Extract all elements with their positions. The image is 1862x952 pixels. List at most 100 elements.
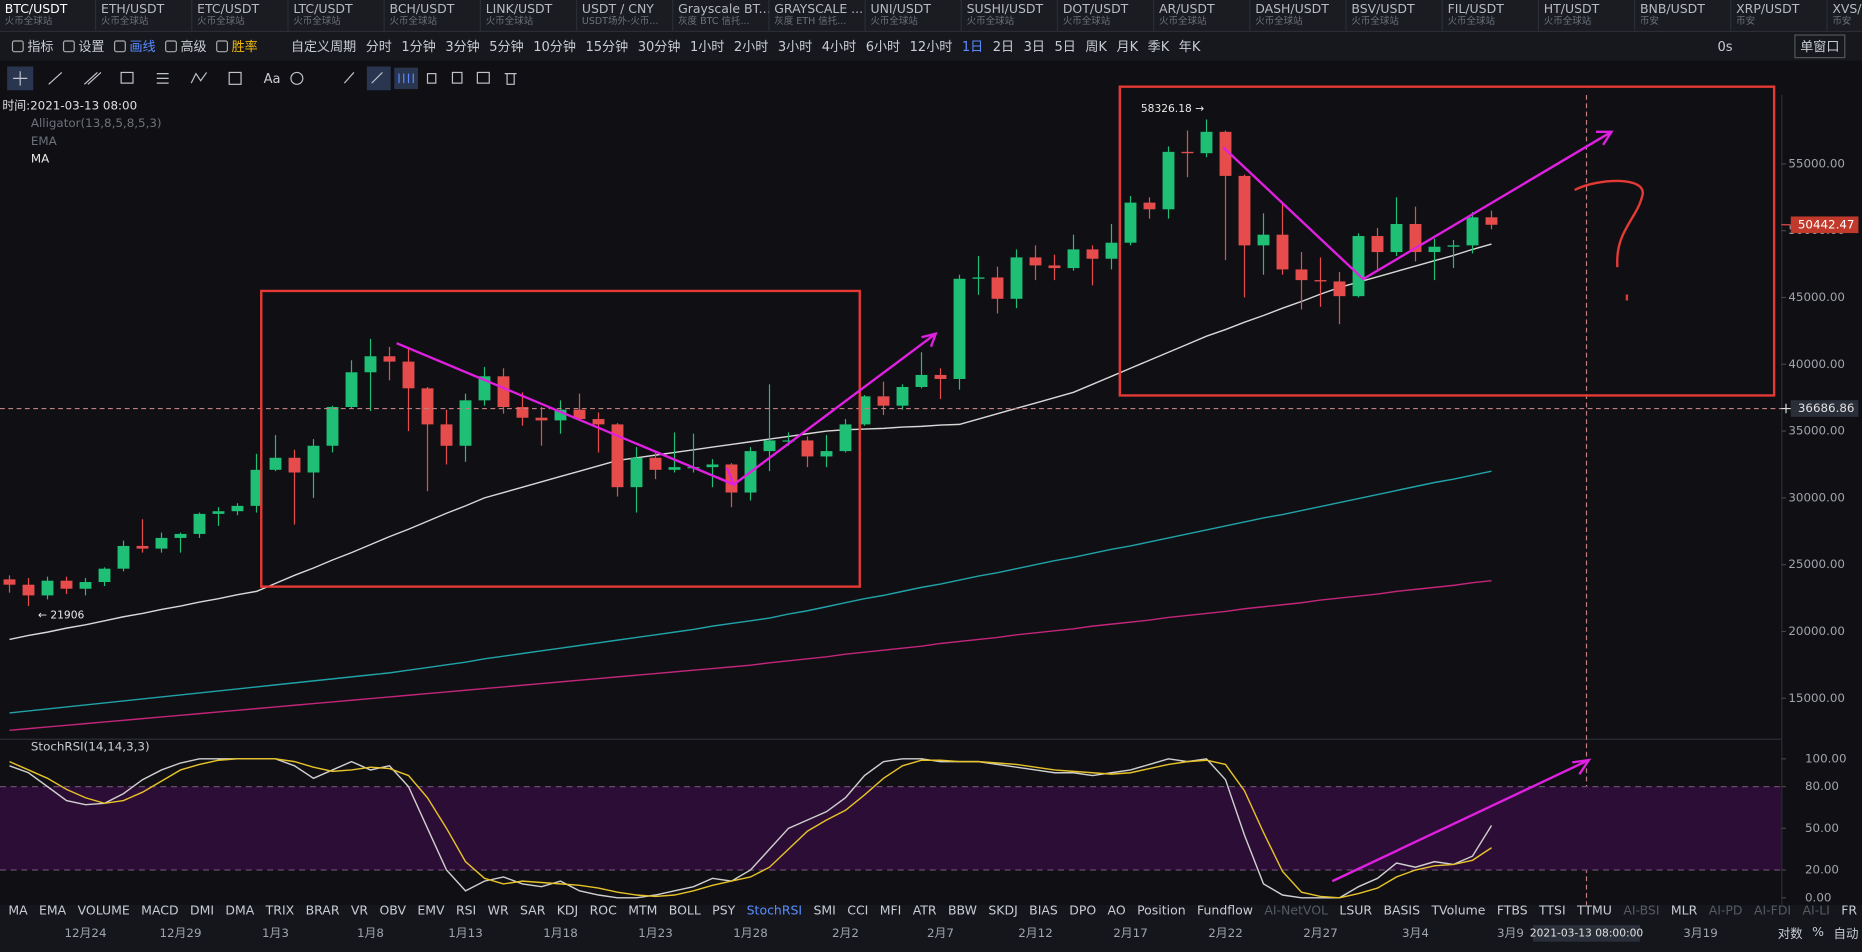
tool-cross[interactable] <box>13 71 28 86</box>
period-button[interactable]: 15分钟 <box>585 39 629 55</box>
indicator-button[interactable]: DMA <box>225 903 255 918</box>
tab[interactable]: ETC/USDT 火币全球站 <box>192 0 289 31</box>
tool-wave[interactable] <box>190 72 208 84</box>
tab[interactable]: HT/USDT 火币全球站 <box>1539 0 1636 31</box>
indicator-button[interactable]: TTMU <box>1577 903 1612 918</box>
indicator-button[interactable]: StochRSI <box>746 903 803 918</box>
tab[interactable]: ETH/USDT 火币全球站 <box>96 0 193 31</box>
indicator-button[interactable]: RSI <box>455 903 477 918</box>
period-button[interactable]: 1分钟 <box>401 39 436 55</box>
indicator-button[interactable]: VR <box>350 903 369 918</box>
indicator-button[interactable]: BOLL <box>668 903 701 918</box>
indicator-button[interactable]: SMI <box>813 903 836 918</box>
tool-grid[interactable] <box>398 73 414 84</box>
indicator-button[interactable]: AI-PD <box>1708 903 1743 918</box>
tab[interactable]: UNI/USDT 火币全球站 <box>866 0 962 31</box>
tab[interactable]: USDT / CNY USDT场外-火币... <box>577 0 674 31</box>
indicator-button[interactable]: BRAR <box>305 903 340 918</box>
indicator-button[interactable]: MFI <box>879 903 902 918</box>
indicator-button[interactable]: WR <box>487 903 509 918</box>
tab[interactable]: LTC/USDT 火币全球站 <box>289 0 385 31</box>
tool-lock[interactable] <box>426 73 437 84</box>
indicator-button[interactable]: TRIX <box>265 903 295 918</box>
indicator-button[interactable]: PSY <box>712 903 736 918</box>
period-button[interactable]: 30分钟 <box>637 39 681 55</box>
period-button[interactable]: 1小时 <box>689 39 725 55</box>
tab[interactable]: FIL/USDT 火币全球站 <box>1443 0 1539 31</box>
tool-pen[interactable] <box>371 72 383 84</box>
indicator-button[interactable]: LSUR <box>1339 903 1373 918</box>
axis-option[interactable]: % <box>1812 925 1824 940</box>
tool-fib[interactable] <box>156 73 169 84</box>
period-button[interactable]: 季K <box>1147 39 1170 55</box>
tool-on[interactable] <box>394 67 418 90</box>
tool-ruler[interactable] <box>343 72 355 84</box>
indicator-button[interactable]: AI-FDI <box>1753 903 1792 918</box>
toolbar-button[interactable]: 指标 <box>12 37 53 56</box>
tab[interactable]: DOT/USDT 火币全球站 <box>1058 0 1155 31</box>
indicator-button[interactable]: TVolume <box>1431 903 1486 918</box>
indicator-button[interactable]: SKDJ <box>988 903 1018 918</box>
tab[interactable]: BNB/USDT 币安 <box>1635 0 1732 31</box>
toolbar-button[interactable]: 画线 <box>114 37 155 56</box>
indicator-button[interactable]: CCI <box>847 903 869 918</box>
tab[interactable]: AR/USDT 火币全球站 <box>1154 0 1251 31</box>
tool-trash[interactable] <box>504 73 517 85</box>
indicator-button[interactable]: ROC <box>589 903 617 918</box>
tab[interactable]: LINK/USDT 火币全球站 <box>481 0 578 31</box>
indicator-button[interactable]: AI-NetVOL <box>1264 903 1328 918</box>
indicator-button[interactable]: AI-BSI <box>1623 903 1660 918</box>
tool-magnet[interactable] <box>290 71 304 85</box>
tool-copy[interactable] <box>451 71 463 84</box>
period-button[interactable]: 周K <box>1085 39 1108 55</box>
indicator-button[interactable]: DPO <box>1069 903 1097 918</box>
tool-rect[interactable] <box>120 71 134 84</box>
period-button[interactable]: 12小时 <box>909 39 953 55</box>
axis-option[interactable]: 对数 <box>1777 927 1803 942</box>
tool-parallel[interactable] <box>83 71 102 85</box>
indicator-button[interactable]: BASIS <box>1383 903 1421 918</box>
tool-shot[interactable] <box>476 71 490 84</box>
tab[interactable]: SUSHI/USDT 火币全球站 <box>962 0 1059 31</box>
period-button[interactable]: 5分钟 <box>489 39 524 55</box>
indicator-button[interactable]: BIAS <box>1029 903 1058 918</box>
indicator-button[interactable]: Position <box>1137 903 1186 918</box>
tab[interactable]: GRAYSCALE ... 灰度 ETH 信托... <box>770 0 866 31</box>
indicator-button[interactable]: TTSI <box>1539 903 1566 918</box>
tab[interactable]: DASH/USDT 火币全球站 <box>1250 0 1347 31</box>
tab[interactable]: XRP/USDT 币安 <box>1731 0 1828 31</box>
indicator-button[interactable]: AO <box>1107 903 1126 918</box>
indicator-button[interactable]: OBV <box>379 903 406 918</box>
indicator-button[interactable]: EMV <box>417 903 445 918</box>
period-button[interactable]: 年K <box>1178 39 1201 55</box>
indicator-button[interactable]: MTM <box>628 903 658 918</box>
window-select[interactable]: 单窗口 <box>1794 34 1846 59</box>
axis-option[interactable]: 自动 <box>1833 927 1859 942</box>
tool-font[interactable]: Aa <box>264 72 281 87</box>
tool-line[interactable] <box>48 71 63 85</box>
toolbar-button[interactable]: 胜率 <box>216 37 258 56</box>
period-button[interactable]: 3分钟 <box>445 39 480 55</box>
indicator-button[interactable]: FR <box>1841 903 1858 918</box>
period-button[interactable]: 2小时 <box>733 39 769 55</box>
period-button[interactable]: 分时 <box>365 39 392 55</box>
period-button[interactable]: 1日 <box>961 39 984 55</box>
period-button[interactable]: 月K <box>1116 39 1139 55</box>
toolbar-button[interactable]: 设置 <box>63 37 104 56</box>
period-button[interactable]: 4小时 <box>821 39 857 55</box>
indicator-button[interactable]: DMI <box>189 903 215 918</box>
period-button[interactable]: 2日 <box>992 39 1015 55</box>
period-button[interactable]: 6小时 <box>865 39 901 55</box>
indicator-button[interactable]: FTBS <box>1496 903 1528 918</box>
toolbar-button[interactable]: 高级 <box>165 37 207 56</box>
indicator-button[interactable]: KDJ <box>556 903 579 918</box>
tab[interactable]: BCH/USDT 火币全球站 <box>385 0 481 31</box>
indicator-button[interactable]: AI-LI <box>1802 903 1830 918</box>
indicator-button[interactable]: Fundflow <box>1197 903 1253 918</box>
tool-on[interactable] <box>366 66 391 91</box>
indicator-button[interactable]: EMA <box>39 903 67 918</box>
indicator-button[interactable]: BBW <box>947 903 977 918</box>
tool-measure[interactable] <box>228 71 242 85</box>
tab[interactable]: BTC/USDT 火币全球站 <box>0 0 97 31</box>
